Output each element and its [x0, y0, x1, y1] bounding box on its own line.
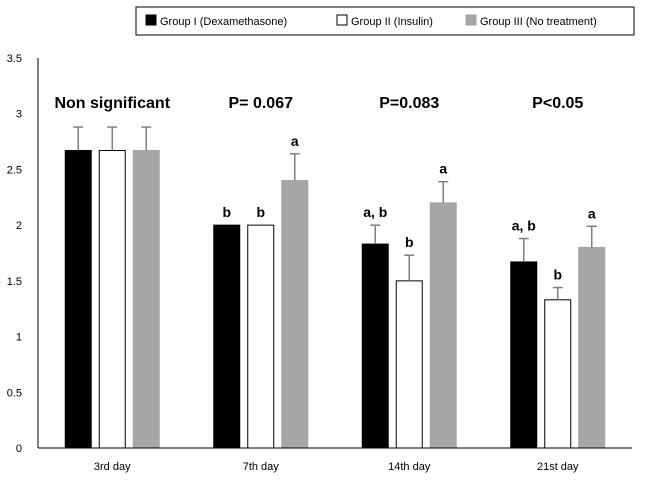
y-tick-label: 1.5	[7, 276, 22, 288]
y-tick-label: 3	[16, 109, 22, 121]
legend-swatch	[145, 14, 157, 26]
significance-label: a, b	[512, 218, 536, 234]
y-tick-label: 0	[16, 443, 22, 455]
y-axis: 0 0.5 1 1.5 2 2.5 3 3.5	[7, 53, 39, 455]
x-tick-label: 21st day	[537, 461, 579, 473]
bar	[132, 149, 160, 449]
significance-label: a, b	[363, 204, 387, 220]
bar	[395, 280, 423, 449]
y-tick-label: 1	[16, 332, 22, 344]
bar	[510, 261, 538, 449]
x-tick-label: 3rd day	[94, 461, 131, 473]
bar	[281, 180, 309, 449]
annotations: Non significant b b a P= 0.067 a, b b a P=0.083 a…	[54, 95, 595, 283]
legend-swatch	[336, 14, 348, 26]
significance-label: b	[256, 204, 265, 220]
group-annotation: P=0.083	[379, 95, 439, 112]
x-tick-label: 14th day	[388, 461, 431, 473]
bar	[361, 243, 389, 449]
legend-label: Group III (No treatment)	[480, 16, 597, 28]
y-tick-label: 2.5	[7, 164, 22, 176]
bar	[544, 299, 572, 449]
significance-label: a	[291, 133, 299, 149]
significance-label: b	[405, 234, 414, 250]
legend-box	[135, 6, 635, 36]
y-tick-label: 0.5	[7, 387, 22, 399]
group-annotation: P<0.05	[532, 95, 583, 112]
group-annotation: P= 0.067	[229, 95, 294, 112]
y-tick-label: 2	[16, 220, 22, 232]
y-tick-label: 3.5	[7, 53, 22, 65]
bar	[247, 224, 275, 449]
legend-label: Group II (Insulin)	[351, 16, 433, 28]
bar	[578, 246, 606, 449]
significance-label: a	[588, 205, 596, 221]
bars	[64, 126, 606, 449]
significance-label: b	[553, 267, 562, 283]
bar	[98, 149, 126, 449]
legend-label: Group I (Dexamethasone)	[160, 16, 287, 28]
group-annotation: Non significant	[54, 95, 170, 112]
significance-label: a	[439, 161, 447, 177]
significance-label: b	[222, 204, 231, 220]
bar	[64, 149, 92, 449]
x-axis: 3rd day 7th day 14th day 21st day	[38, 447, 632, 473]
bar	[429, 202, 457, 449]
bar	[213, 224, 241, 449]
legend-swatch	[465, 14, 477, 26]
legend: Group I (Dexamethasone) Group II (Insulin…	[145, 14, 597, 28]
x-tick-label: 7th day	[243, 461, 280, 473]
